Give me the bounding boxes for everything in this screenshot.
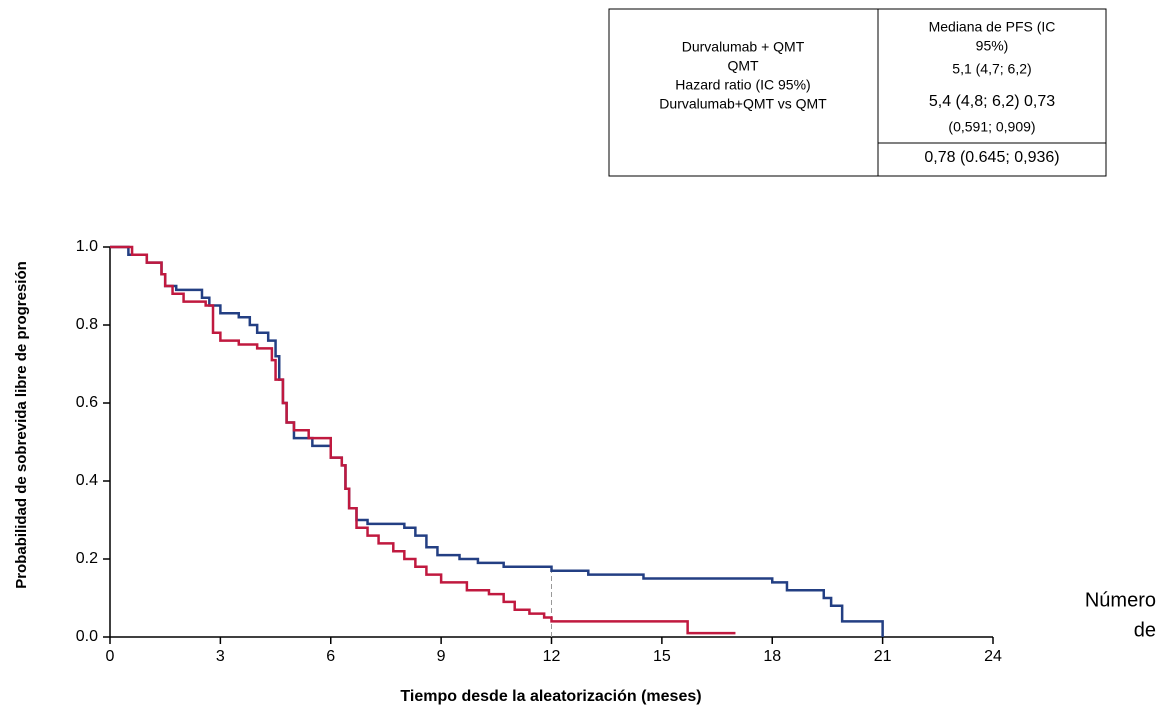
y-tick-label: 0.4 xyxy=(76,472,98,489)
x-tick-label: 0 xyxy=(106,648,115,665)
table-cell: Durvalumab + QMT xyxy=(682,39,805,55)
x-axis-label: Tiempo desde la aleatorización (meses) xyxy=(400,688,701,705)
x-tick-label: 3 xyxy=(216,648,225,665)
table-cell: QMT xyxy=(727,58,759,74)
x-tick-label: 18 xyxy=(763,648,781,665)
x-tick-label: 24 xyxy=(984,648,1002,665)
table-cell: 5,1 (4,7; 6,2) xyxy=(952,61,1031,77)
y-tick-label: 0.8 xyxy=(76,316,98,333)
y-tick-label: 0.2 xyxy=(76,550,98,567)
table-cell: 5,4 (4,8; 6,2) 0,73 xyxy=(929,93,1055,110)
table-cell: Mediana de PFS (IC xyxy=(929,19,1056,35)
table-cell: Durvalumab+QMT vs QMT xyxy=(659,96,827,112)
x-tick-label: 15 xyxy=(653,648,671,665)
table-cell: (0,591; 0,909) xyxy=(948,119,1035,135)
x-tick-label: 6 xyxy=(326,648,335,665)
table-cell: 0,78 (0.645; 0,936) xyxy=(924,149,1059,166)
x-tick-label: 12 xyxy=(543,648,561,665)
table-border xyxy=(608,8,1107,177)
survival-curve xyxy=(110,245,884,637)
side-note: de xyxy=(1134,619,1156,641)
side-note: Número xyxy=(1085,589,1156,611)
survival-curve xyxy=(110,245,736,635)
y-axis-label: Probabilidad de sobrevida libre de progr… xyxy=(13,261,30,589)
y-tick-label: 1.0 xyxy=(76,238,98,255)
table-cell: Hazard ratio (IC 95%) xyxy=(675,77,810,93)
y-tick-label: 0.0 xyxy=(76,628,98,645)
x-tick-label: 21 xyxy=(874,648,892,665)
x-tick-label: 9 xyxy=(437,648,446,665)
table-cell: 95%) xyxy=(976,38,1009,54)
y-tick-label: 0.6 xyxy=(76,394,98,411)
